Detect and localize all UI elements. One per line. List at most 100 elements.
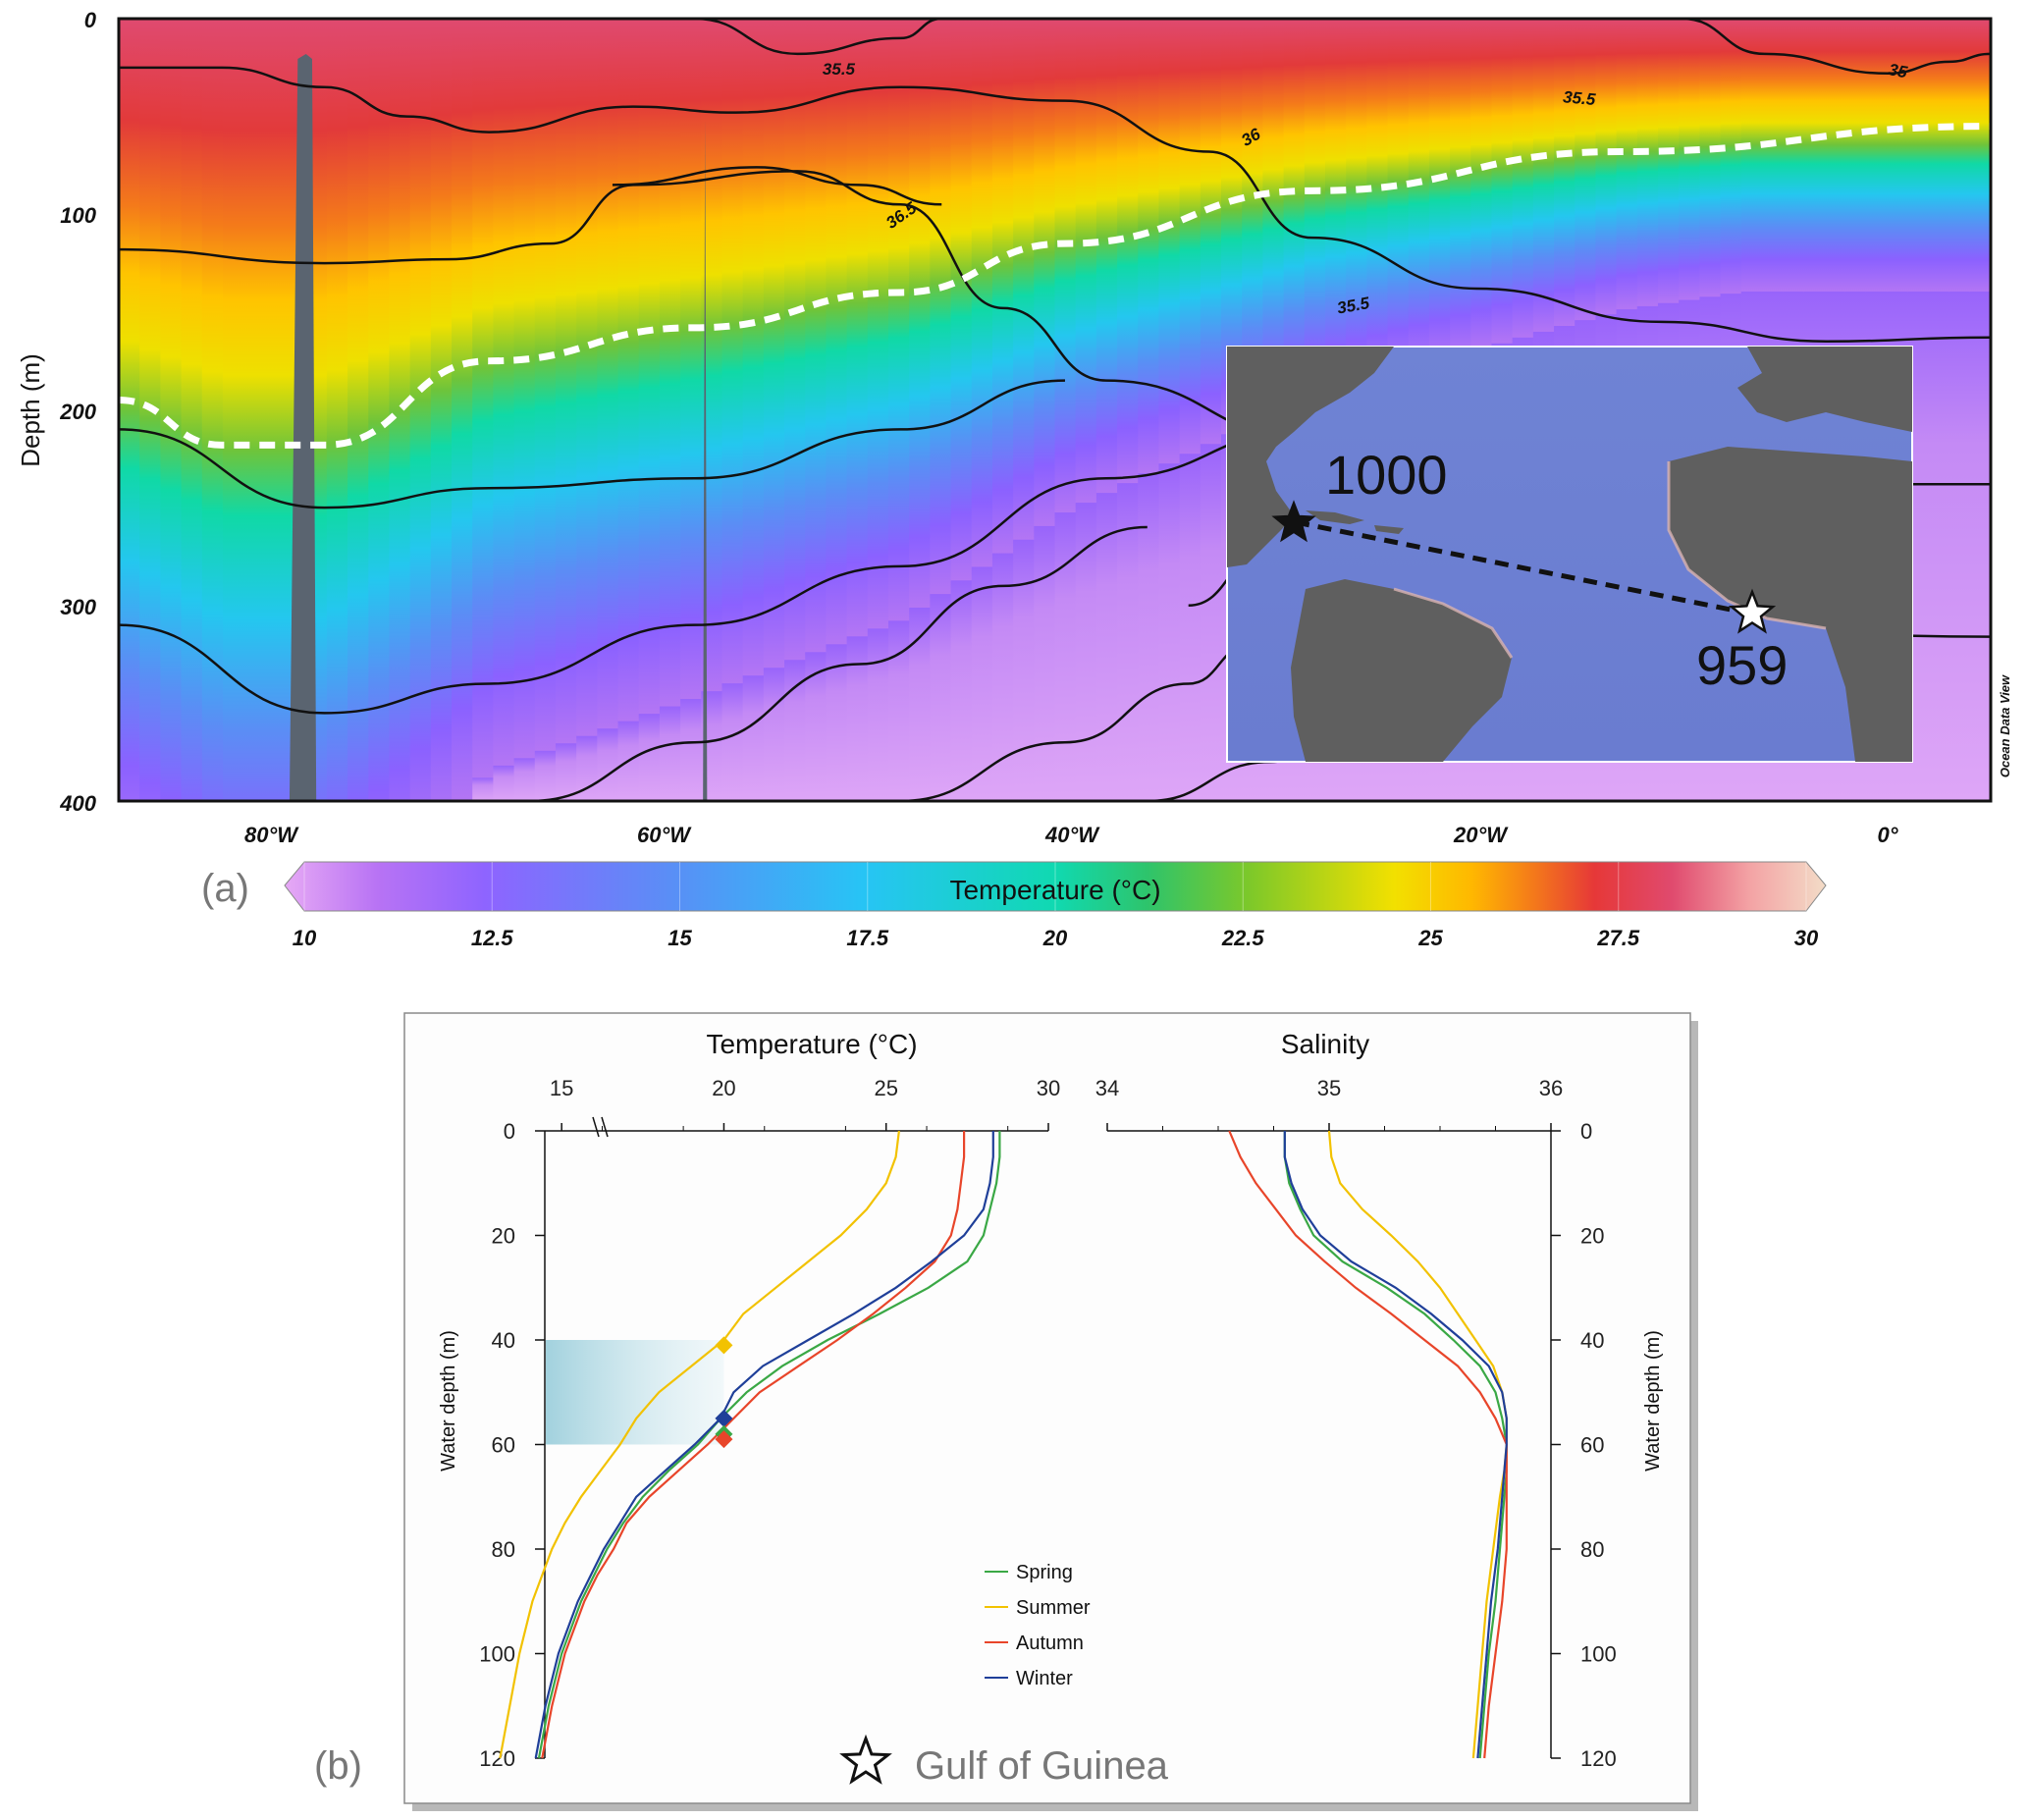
temperature-tick-label: 20 <box>712 1076 735 1100</box>
profile-markers <box>715 1336 733 1449</box>
temperature-strip <box>1657 19 1681 304</box>
temperature-strip <box>513 19 537 760</box>
cold-water-strip <box>680 699 703 801</box>
temperature-strip <box>1512 19 1535 339</box>
temperature-strip <box>1928 19 1951 293</box>
left-depth-tick-label: 120 <box>479 1746 515 1771</box>
dashed-isotherm <box>118 123 1992 449</box>
site-1000-label: 1000 <box>1325 444 1448 506</box>
cold-water-strip <box>887 620 911 801</box>
temperature-strip <box>1699 19 1723 298</box>
salinity-contour-line <box>118 379 1065 509</box>
shelf-highlight <box>1667 461 1827 630</box>
temperature-tick-label: 30 <box>1037 1076 1060 1100</box>
temperature-strip <box>1013 19 1036 541</box>
temperature-strip <box>1304 19 1327 397</box>
temperature-strip <box>971 19 994 568</box>
temperature-strip <box>805 19 828 654</box>
temperature-strip <box>368 19 391 801</box>
cold-water-strip <box>971 566 994 801</box>
temperature-strip <box>721 19 745 685</box>
temperature-strip <box>1054 19 1078 514</box>
salinity-tick-label: 35 <box>1317 1076 1341 1100</box>
temperature-strip <box>1969 19 1991 293</box>
temperature-strip <box>389 19 412 801</box>
temperature-strip <box>1907 19 1930 293</box>
temperature-strip <box>139 19 162 801</box>
left-depth-tick-label: 40 <box>492 1328 515 1353</box>
salinity-profile-spring <box>1283 1131 1508 1759</box>
right-depth-tick-label: 0 <box>1580 1119 1592 1144</box>
inset-map: 1000 959 <box>1226 346 1913 763</box>
cold-water-strip <box>555 743 578 801</box>
cold-water-strip <box>1075 503 1098 801</box>
colorbar-ticks: 10 12.5 15 17.5 20 22.5 25 27.5 30 <box>293 862 1819 950</box>
salinity-contour-line <box>119 66 1992 344</box>
site-1000-star-icon <box>1271 500 1316 543</box>
temperature-strip <box>742 19 766 677</box>
left-depth-tick-label: 80 <box>492 1537 515 1562</box>
temperature-strip <box>1242 19 1264 426</box>
cold-water-strip <box>991 553 1015 801</box>
contour-label: 35.5 <box>823 60 856 79</box>
x-tick-label: 60°W <box>637 823 692 847</box>
section-track <box>1295 519 1751 616</box>
shelf-highlight <box>1393 587 1514 659</box>
axis-break-mark <box>592 1116 600 1138</box>
colorbar-tick-label: 12.5 <box>471 926 514 950</box>
salinity-profiles <box>1228 1130 1508 1759</box>
cold-water-strip <box>721 683 745 801</box>
temperature-strip <box>1200 19 1223 446</box>
x-tick-label: 40°W <box>1044 823 1100 847</box>
temperature-strip <box>1450 19 1472 356</box>
temperature-strip <box>243 19 266 801</box>
colorbar-tick-label: 10 <box>293 926 317 950</box>
temperature-strip <box>1346 19 1368 386</box>
cold-water-strip <box>1969 291 1991 801</box>
y-tick-label: 400 <box>59 791 96 816</box>
temperature-strip <box>1075 19 1098 505</box>
temperature-strip <box>701 19 723 693</box>
temperature-strip <box>1720 19 1743 295</box>
temperature-strip <box>1283 19 1307 406</box>
temperature-strip <box>1679 19 1701 301</box>
temperature-tick-label: 15 <box>550 1076 573 1100</box>
salinity-contour-line <box>694 17 942 56</box>
left-depth-tick-label: 0 <box>504 1119 515 1144</box>
contour-label: 35.5 <box>1562 87 1596 109</box>
gulf-of-guinea-star-icon <box>839 1734 892 1785</box>
temperature-strip <box>846 19 870 638</box>
watermark: Ocean Data View <box>1998 674 2012 777</box>
panel-b-letter: (b) <box>314 1744 362 1788</box>
cold-water-strip <box>909 607 932 801</box>
cold-water-strip <box>1117 483 1140 801</box>
y-tick-label: 300 <box>60 595 96 619</box>
salinity-tick-label: 36 <box>1539 1076 1563 1100</box>
salinity-profile-winter <box>1283 1131 1508 1759</box>
temperature-strip <box>1095 19 1119 495</box>
caribbean-islands <box>1306 510 1404 534</box>
axis-break-mark <box>601 1116 609 1138</box>
temperature-strip <box>1532 19 1556 333</box>
right-depth-tick-label: 120 <box>1580 1746 1617 1771</box>
salinity-title: Salinity <box>1281 1029 1369 1059</box>
right-depth-tick-label: 60 <box>1580 1433 1604 1458</box>
data-gap-bar <box>703 118 708 801</box>
site-959-star-icon <box>1728 588 1777 634</box>
right-y-axis-label: Water depth (m) <box>1642 1330 1664 1472</box>
temperature-strip <box>1117 19 1140 485</box>
left-depth-tick-label: 60 <box>492 1433 515 1458</box>
salinity-contour-line <box>612 166 942 206</box>
shaded-depth-band <box>546 1340 724 1445</box>
temperature-strip <box>1324 19 1348 392</box>
left-depth-tick-label: 20 <box>492 1224 515 1249</box>
temperature-strip <box>452 19 474 801</box>
salinity-contour-line <box>1682 17 1992 76</box>
colorbar-label: Temperature (°C) <box>949 875 1160 905</box>
temperature-strip <box>1221 19 1244 436</box>
temperature-strip <box>222 19 245 801</box>
temperature-strip <box>1428 19 1452 362</box>
y-axis-label: Depth (m) <box>16 353 45 467</box>
temperature-strip <box>181 19 204 801</box>
